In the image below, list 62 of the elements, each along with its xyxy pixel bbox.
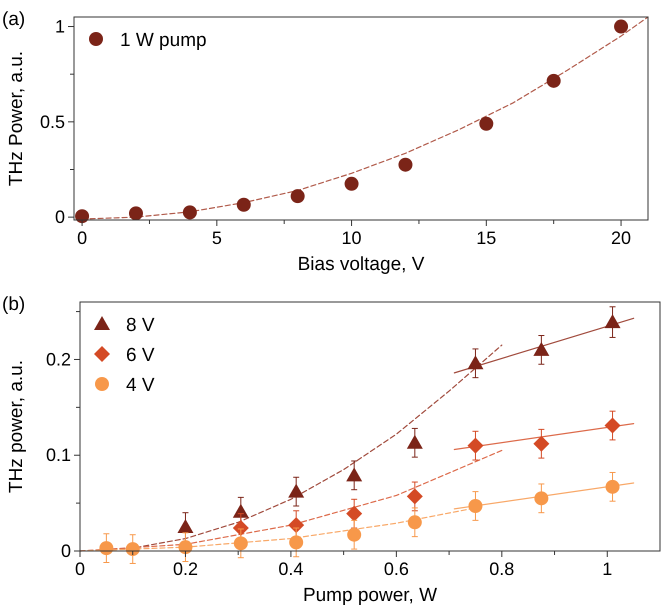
x-tick-label: 1 <box>602 559 612 579</box>
x-axis-title: Bias voltage, V <box>298 254 425 275</box>
point <box>289 535 304 550</box>
y-axis-title: THz Power, a.u. <box>6 50 27 186</box>
point <box>178 540 192 554</box>
point <box>467 438 484 454</box>
point <box>479 116 494 131</box>
x-tick-label: 0.8 <box>489 559 514 579</box>
y-tick-label: 0.2 <box>46 349 71 370</box>
point <box>232 504 249 518</box>
x-tick-label: 0 <box>77 228 88 248</box>
legend-label: 6 V <box>126 345 155 366</box>
point <box>406 488 423 504</box>
legend-label: 4 V <box>126 375 155 396</box>
point <box>546 74 561 88</box>
x-tick-label: 10 <box>342 228 362 248</box>
point <box>128 206 143 220</box>
point <box>614 20 628 34</box>
y-tick-label: 0.5 <box>40 112 65 132</box>
point <box>533 342 550 356</box>
legend-label: 8 V <box>126 315 155 336</box>
point <box>177 519 194 534</box>
y-tick-label: 0 <box>54 207 65 228</box>
point <box>234 536 248 550</box>
point <box>290 189 305 204</box>
point <box>534 491 548 506</box>
point <box>604 418 621 434</box>
y-tick-label: 0 <box>60 541 71 561</box>
y-axis-title: THz power, a.u. <box>6 360 27 494</box>
point <box>232 520 249 536</box>
x-axis-title: Pump power, W <box>302 585 438 606</box>
y-tick-label: 0.1 <box>46 445 71 466</box>
point <box>75 209 90 224</box>
point <box>288 484 304 498</box>
x-tick-label: 0.4 <box>278 559 304 579</box>
x-tick-label: 0.2 <box>172 559 198 579</box>
point <box>346 506 362 522</box>
point <box>344 176 359 191</box>
point <box>467 355 484 370</box>
point <box>236 198 251 212</box>
x-tick-label: 15 <box>476 228 496 248</box>
point <box>604 314 621 328</box>
x-tick-label: 5 <box>212 228 222 248</box>
point <box>408 515 422 530</box>
point <box>347 528 362 542</box>
point <box>606 480 620 494</box>
legend-label: 1 W pump <box>120 30 207 51</box>
point <box>346 467 362 482</box>
x-tick-label: 20 <box>611 228 632 248</box>
point <box>398 158 412 172</box>
point <box>99 541 114 556</box>
chart-title: (b) <box>2 294 26 315</box>
point <box>182 205 197 220</box>
point <box>126 542 140 556</box>
point <box>288 517 304 534</box>
point <box>468 498 482 513</box>
y-tick-label: 1 <box>54 16 65 37</box>
point <box>406 434 423 449</box>
chart-title: (a) <box>2 9 26 30</box>
point <box>533 436 550 452</box>
x-tick-label: 0.6 <box>384 559 409 579</box>
x-tick-label: 0 <box>74 559 86 579</box>
